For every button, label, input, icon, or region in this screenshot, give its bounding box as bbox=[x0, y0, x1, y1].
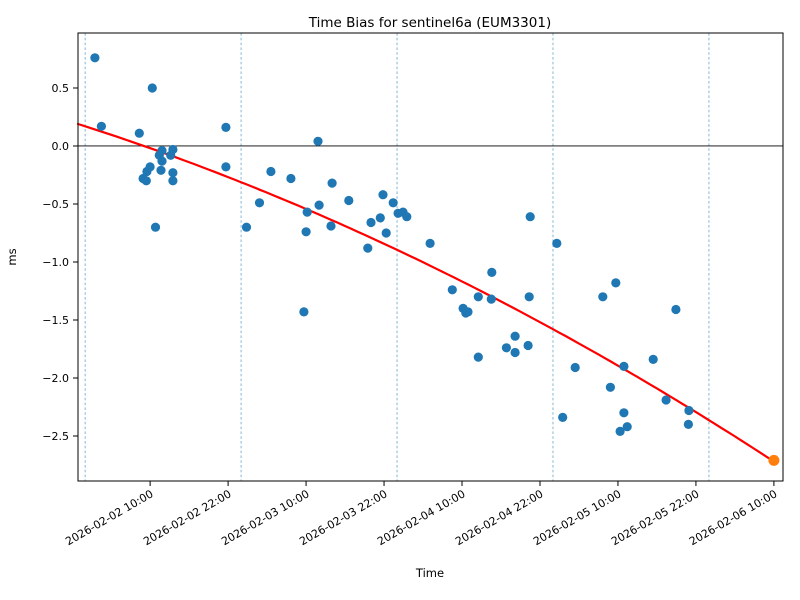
scatter-point bbox=[168, 176, 178, 186]
scatter-point bbox=[510, 331, 520, 341]
scatter-point bbox=[425, 238, 435, 248]
scatter-point bbox=[150, 222, 161, 232]
scatter-point bbox=[366, 217, 376, 228]
scatter-point bbox=[156, 165, 166, 175]
scatter-point bbox=[134, 128, 144, 138]
scatter-point bbox=[473, 292, 483, 302]
scatter-point bbox=[302, 207, 312, 217]
x-tick-label: 2026-02-06 10:00 bbox=[687, 487, 779, 548]
scatter-point bbox=[241, 222, 252, 232]
scatter-point bbox=[378, 190, 388, 200]
scatter-point bbox=[375, 213, 385, 223]
scatter-point bbox=[558, 412, 568, 422]
scatter-point bbox=[661, 395, 671, 405]
scatter-point bbox=[344, 195, 354, 206]
y-tick-label: −2.5 bbox=[42, 430, 69, 443]
scatter-point bbox=[683, 419, 694, 429]
scatter-point bbox=[605, 382, 616, 392]
scatter-point bbox=[96, 121, 106, 131]
y-tick-label: −2.0 bbox=[42, 372, 69, 385]
x-axis-label: Time bbox=[415, 566, 444, 580]
scatter-point bbox=[598, 292, 608, 302]
scatter-point bbox=[619, 361, 629, 371]
scatter-point bbox=[327, 178, 337, 188]
scatter-point bbox=[313, 136, 323, 146]
plot-border bbox=[77, 32, 784, 482]
y-tick-label: −1.0 bbox=[42, 256, 69, 269]
scatter-layer bbox=[90, 53, 780, 466]
fit-curve bbox=[76, 122, 775, 463]
scatter-point bbox=[525, 212, 535, 222]
scatter-point bbox=[622, 422, 632, 432]
scatter-point bbox=[523, 340, 533, 351]
y-tick-label: 0.0 bbox=[52, 140, 70, 153]
scatter-point bbox=[221, 122, 231, 132]
scatter-point bbox=[524, 292, 534, 302]
scatter-point bbox=[473, 352, 483, 362]
scatter-point bbox=[363, 243, 373, 253]
y-axis-label: ms bbox=[5, 248, 19, 265]
scatter-point bbox=[570, 362, 580, 373]
scatter-point bbox=[147, 83, 157, 93]
scatter-point bbox=[221, 162, 231, 172]
scatter-point bbox=[648, 354, 658, 364]
scatter-point bbox=[90, 53, 100, 63]
scatter-point bbox=[447, 285, 457, 295]
scatter-point bbox=[266, 166, 276, 177]
gridlines-layer bbox=[84, 33, 710, 481]
scatter-point bbox=[381, 228, 391, 238]
fit-curve-layer bbox=[76, 122, 775, 463]
scatter-point bbox=[254, 198, 265, 208]
scatter-point bbox=[157, 146, 167, 156]
scatter-point bbox=[501, 343, 511, 353]
scatter-point bbox=[314, 200, 324, 210]
scatter-point bbox=[168, 144, 178, 155]
y-tick-label: −0.5 bbox=[42, 198, 69, 211]
axes-layer bbox=[77, 32, 784, 482]
scatter-point bbox=[141, 176, 151, 186]
scatter-point bbox=[157, 156, 167, 166]
scatter-point bbox=[402, 212, 412, 222]
y-tick-label: 0.5 bbox=[52, 82, 70, 95]
scatter-point bbox=[510, 347, 520, 358]
scatter-point bbox=[168, 168, 178, 178]
scatter-point bbox=[552, 238, 562, 248]
scatter-point bbox=[619, 408, 629, 418]
scatter-point bbox=[326, 221, 336, 231]
scatter-point bbox=[301, 227, 311, 237]
fit-endpoint-marker bbox=[768, 454, 780, 466]
scatter-point bbox=[615, 426, 625, 436]
scatter-point bbox=[299, 307, 309, 317]
scatter-point bbox=[487, 267, 497, 277]
chart-title: Time Bias for sentinel6a (EUM3301) bbox=[308, 15, 551, 31]
scatter-point bbox=[611, 278, 621, 288]
y-tick-label: −1.5 bbox=[42, 314, 69, 327]
scatter-point bbox=[684, 405, 694, 416]
scatter-point bbox=[671, 304, 681, 315]
scatter-point bbox=[486, 294, 496, 304]
scatter-point bbox=[286, 173, 296, 184]
scatter-point bbox=[145, 162, 155, 172]
scatter-point bbox=[463, 307, 473, 317]
scatter-point bbox=[388, 198, 398, 208]
